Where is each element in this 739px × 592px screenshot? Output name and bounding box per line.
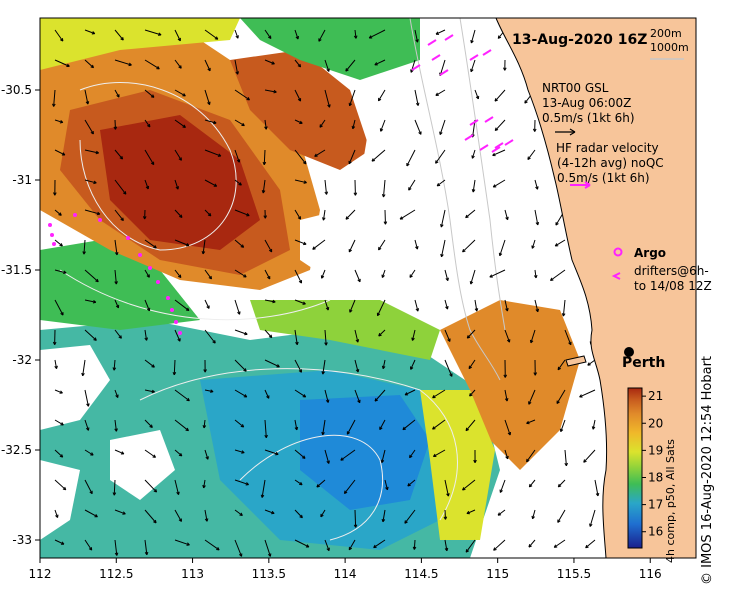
cloud-gap <box>360 100 510 300</box>
depth-contour-200m <box>409 18 501 381</box>
depth-contour-1000m <box>459 18 506 331</box>
sst-patch <box>40 18 240 70</box>
x-tick-label: 114.5 <box>404 567 438 581</box>
cloud-gap <box>500 470 600 558</box>
cloud-gap <box>110 430 175 500</box>
y-tick-label: -32 <box>12 353 32 367</box>
map-title: 13-Aug-2020 16Z <box>512 32 647 48</box>
x-tick-label: 115.5 <box>557 567 591 581</box>
sst-patch <box>250 300 440 360</box>
y-tick-label: -30.5 <box>1 83 32 97</box>
radar-title: HF radar velocity <box>556 141 659 155</box>
drifter-label-line2: to 14/08 12Z <box>634 279 712 293</box>
y-tick-label: -31 <box>12 173 32 187</box>
sst-patch <box>300 395 430 510</box>
perth-marker <box>624 347 634 357</box>
y-tick-label: -31.5 <box>1 263 32 277</box>
x-tick-label: 114 <box>334 567 357 581</box>
colorbar-ticks: 21 20 19 18 17 16 <box>642 389 663 539</box>
sst-patch <box>100 115 260 250</box>
y-tick-label: -33 <box>12 533 32 547</box>
x-axis: 112 112.5 113 113.5 114 114.5 115 115.5 116 <box>29 558 662 581</box>
cloud-gap <box>300 210 360 280</box>
x-tick-label: 115 <box>486 567 509 581</box>
y-tick-label: -32.5 <box>1 443 32 457</box>
x-tick-label: 116 <box>639 567 662 581</box>
radar-avg: (4-12h avg) noQC <box>557 156 664 170</box>
colorbar-tick-label: 16 <box>648 525 663 539</box>
y-axis: -30.5 -31 -31.5 -32 -32.5 -33 <box>1 83 40 547</box>
colorbar-tick-label: 19 <box>648 443 663 457</box>
x-tick-label: 113.5 <box>252 567 286 581</box>
argo-icon <box>613 247 623 257</box>
colorbar-title: 4h comp, p50, All Sats <box>664 439 677 563</box>
hf-radar-vectors <box>411 34 514 153</box>
colorbar-tick-label: 21 <box>648 389 663 403</box>
depth-legend-200m: 200m <box>650 27 682 40</box>
colorbar <box>627 387 643 549</box>
model-time: 13-Aug 06:00Z <box>542 96 631 110</box>
sst-isotherms <box>59 82 458 541</box>
current-vectors <box>52 29 600 557</box>
colorbar-tick-label: 18 <box>648 470 663 484</box>
x-tick-label: 112 <box>29 567 52 581</box>
sst-patch <box>440 300 580 470</box>
drifter-icon <box>611 272 621 280</box>
city-label: Perth <box>622 355 665 371</box>
argo-label: Argo <box>634 246 666 260</box>
model-scale: 0.5m/s (1kt 6h) <box>542 111 635 125</box>
drifter-label-line1: drifters@6h- <box>634 264 709 278</box>
radar-scale: 0.5m/s (1kt 6h) <box>557 171 650 185</box>
x-tick-label: 113 <box>181 567 204 581</box>
credit-text: © IMOS 16-Aug-2020 12:54 Hobart <box>700 355 715 585</box>
model-name: NRT00 GSL <box>542 81 609 95</box>
colorbar-tick-label: 20 <box>648 416 663 430</box>
drifter-track <box>48 213 182 335</box>
sst-patch <box>40 240 200 330</box>
rottnest-island <box>565 355 587 367</box>
x-tick-label: 112.5 <box>99 567 133 581</box>
colorbar-tick-label: 17 <box>648 498 663 512</box>
depth-legend-1000m: 1000m <box>650 41 689 54</box>
bathymetry-contours <box>409 18 506 381</box>
cloud-gap <box>40 460 80 540</box>
sst-patch <box>230 50 370 170</box>
plot-frame <box>39 17 697 559</box>
